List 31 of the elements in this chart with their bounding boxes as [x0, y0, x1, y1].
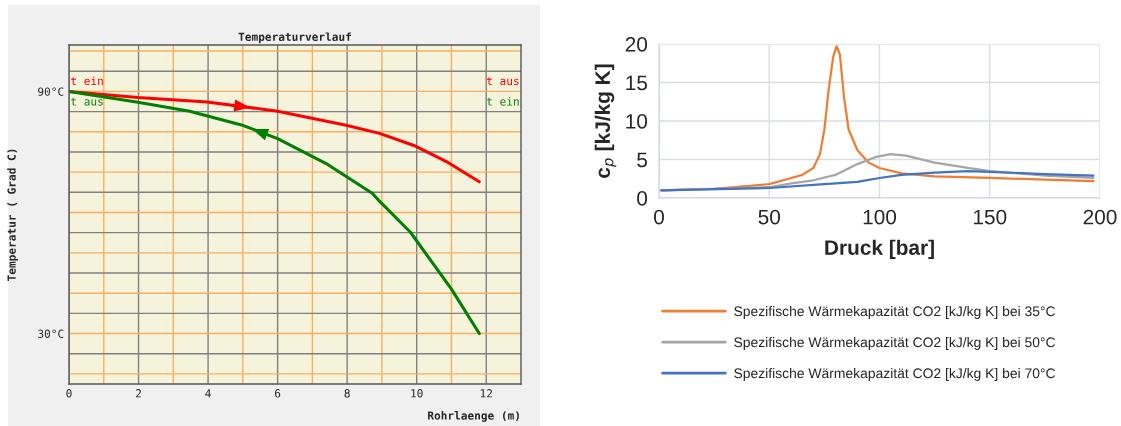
- x-axis-title: Rohrlaenge (m): [428, 411, 519, 422]
- y-tick-label: 30°C: [38, 329, 64, 338]
- x-tick-label: 8: [344, 389, 350, 398]
- x-tick-label: 50: [758, 209, 781, 225]
- x-tick-label: 100: [863, 209, 897, 225]
- annotation: t ein: [486, 97, 519, 106]
- x-tick-label: 10: [411, 389, 423, 398]
- annotation: t aus: [71, 97, 103, 106]
- annotation: t ein: [71, 76, 103, 86]
- y-tick-label: 15: [626, 75, 648, 91]
- x-tick-label: 12: [480, 389, 492, 398]
- legend-label: Spezifische Wärmekapazität CO2 [kJ/kg K] bei 70°C: [734, 367, 1056, 381]
- x-tick-label: 0: [66, 389, 72, 398]
- y-axis-title: c$_{p}$ [kJ/kg K]: [594, 64, 617, 178]
- x-tick-label: 2: [136, 389, 141, 398]
- y-tick-label: 20: [625, 37, 648, 52]
- y-tick-label: 10: [626, 114, 648, 129]
- chart-title: Temperaturverlauf: [238, 32, 352, 44]
- legend-label: Spezifische Wärmekapazität CO2 [kJ/kg K] bei 50°C: [734, 336, 1056, 350]
- x-tick-label: 200: [1083, 209, 1117, 225]
- y-tick-label: 90°C: [38, 87, 64, 96]
- y-tick-label: 5: [637, 152, 648, 168]
- x-axis-title: Druck [bar]: [825, 239, 934, 260]
- y-axis-title: Temperatur ( Grad C): [7, 149, 18, 281]
- x-tick-label: 0: [654, 209, 664, 225]
- y-tick-label: 0: [637, 191, 648, 206]
- legend-label: Spezifische Wärmekapazität CO2 [kJ/kg K] bei 35°C: [734, 305, 1056, 319]
- annotation: t aus: [486, 77, 519, 86]
- x-tick-label: 150: [973, 209, 1007, 225]
- x-tick-label: 6: [274, 389, 281, 398]
- x-tick-label: 4: [205, 389, 211, 398]
